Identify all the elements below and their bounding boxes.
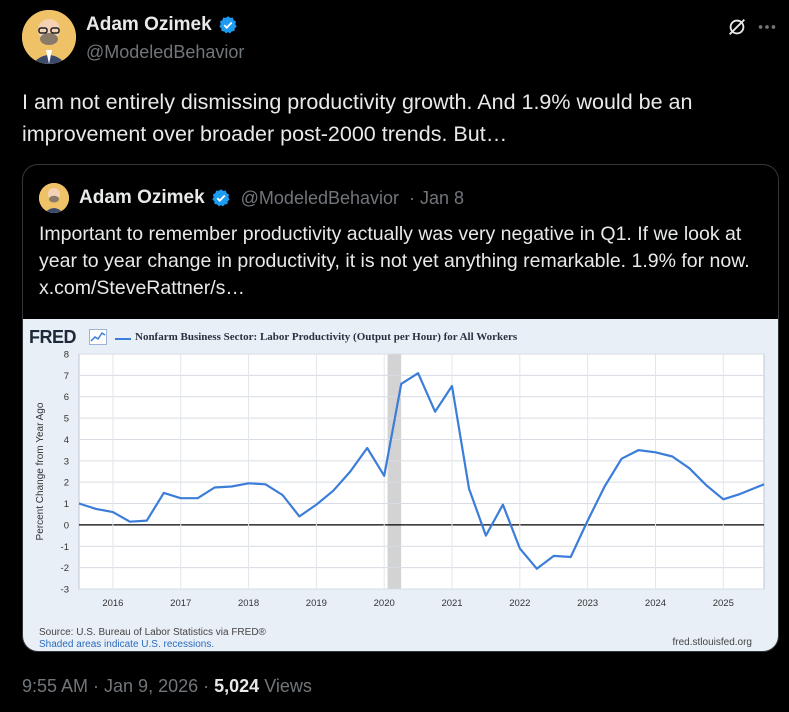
y-tick-label: 0 bbox=[64, 520, 69, 531]
chart-recession-note: Shaded areas indicate U.S. recessions. bbox=[39, 639, 215, 650]
quoted-tweet-date[interactable]: · Jan 8 bbox=[409, 187, 465, 208]
quoted-tweet-link[interactable]: x.com/SteveRattner/s… bbox=[39, 277, 245, 299]
x-tick-label: 2020 bbox=[374, 598, 395, 609]
y-axis-label: Percent Change from Year Ago bbox=[35, 402, 46, 540]
verified-badge-icon bbox=[218, 16, 237, 34]
legend-line bbox=[115, 338, 131, 340]
x-tick-label: 2017 bbox=[170, 598, 191, 609]
quoted-author-name[interactable]: Adam Ozimek bbox=[79, 187, 205, 208]
tweet-header: Adam Ozimek @ModeledBehavior bbox=[22, 10, 782, 70]
author-avatar[interactable] bbox=[22, 10, 76, 64]
fred-spark-icon bbox=[89, 329, 107, 345]
plot-area bbox=[78, 353, 765, 590]
chart-source: Source: U.S. Bureau of Labor Statistics … bbox=[39, 627, 266, 638]
y-tick-label: 3 bbox=[64, 456, 69, 467]
y-tick-label: 7 bbox=[64, 371, 69, 382]
x-tick-label: 2023 bbox=[577, 598, 598, 609]
quoted-author-avatar[interactable] bbox=[39, 183, 69, 213]
recession-band bbox=[387, 354, 402, 589]
chart-url: fred.stlouisfed.org bbox=[672, 637, 753, 648]
verified-badge-icon bbox=[211, 189, 230, 207]
y-tick-label: -3 bbox=[61, 585, 69, 596]
x-tick-label: 2018 bbox=[238, 598, 259, 609]
more-options-icon[interactable] bbox=[756, 16, 778, 38]
fred-chart-image[interactable]: -3 -2 -1 0 1 2 3 4 5 6 7 8 2016 2017 2018 2019 2020 2021 2… bbox=[23, 319, 778, 651]
author-name-row: Adam Ozimek bbox=[86, 14, 238, 36]
x-tick-label: 2021 bbox=[441, 598, 462, 609]
chart-legend: Nonfarm Business Sector: Labor Productiv… bbox=[135, 331, 518, 343]
fred-chart: -3 -2 -1 0 1 2 3 4 5 6 7 8 2016 2017 2018 2019 2020 2021 2… bbox=[35, 350, 765, 609]
y-tick-label: 5 bbox=[64, 414, 69, 425]
quoted-author-handle[interactable]: @ModeledBehavior bbox=[240, 187, 400, 208]
fred-logo: FRED bbox=[29, 327, 77, 347]
author-name[interactable]: Adam Ozimek bbox=[86, 14, 212, 35]
tweet-timestamp[interactable]: 9:55 AM · Jan 9, 2026 · bbox=[22, 676, 210, 696]
y-tick-label: -1 bbox=[61, 542, 69, 553]
series-line bbox=[78, 372, 765, 570]
quoted-tweet-header: Adam Ozimek @ModeledBehavior · Jan 8 bbox=[39, 183, 464, 213]
author-handle[interactable]: @ModeledBehavior bbox=[86, 42, 245, 62]
y-tick-label: 4 bbox=[64, 435, 69, 446]
y-tick-label: 8 bbox=[64, 350, 69, 361]
tweet-footer: 9:55 AM · Jan 9, 2026 · 5,024 Views bbox=[22, 676, 312, 697]
quoted-tweet[interactable]: Adam Ozimek @ModeledBehavior · Jan 8 Imp… bbox=[22, 164, 779, 652]
grok-icon[interactable] bbox=[726, 16, 748, 38]
quoted-tweet-text: Important to remember productivity actua… bbox=[39, 221, 769, 302]
y-tick-label: 6 bbox=[64, 392, 69, 403]
y-tick-label: 1 bbox=[64, 499, 69, 510]
y-tick-label: 2 bbox=[64, 478, 69, 489]
x-tick-label: 2025 bbox=[713, 598, 734, 609]
x-tick-label: 2022 bbox=[509, 598, 530, 609]
tweet-text: I am not entirely dismissing productivit… bbox=[22, 90, 693, 146]
views-count: 5,024 bbox=[214, 676, 260, 696]
x-tick-label: 2016 bbox=[102, 598, 123, 609]
x-tick-label: 2024 bbox=[645, 598, 666, 609]
views-label: Views bbox=[264, 676, 312, 696]
y-tick-label: -2 bbox=[61, 563, 69, 574]
quoted-tweet-body: Important to remember productivity actua… bbox=[39, 223, 750, 272]
x-tick-label: 2019 bbox=[306, 598, 327, 609]
